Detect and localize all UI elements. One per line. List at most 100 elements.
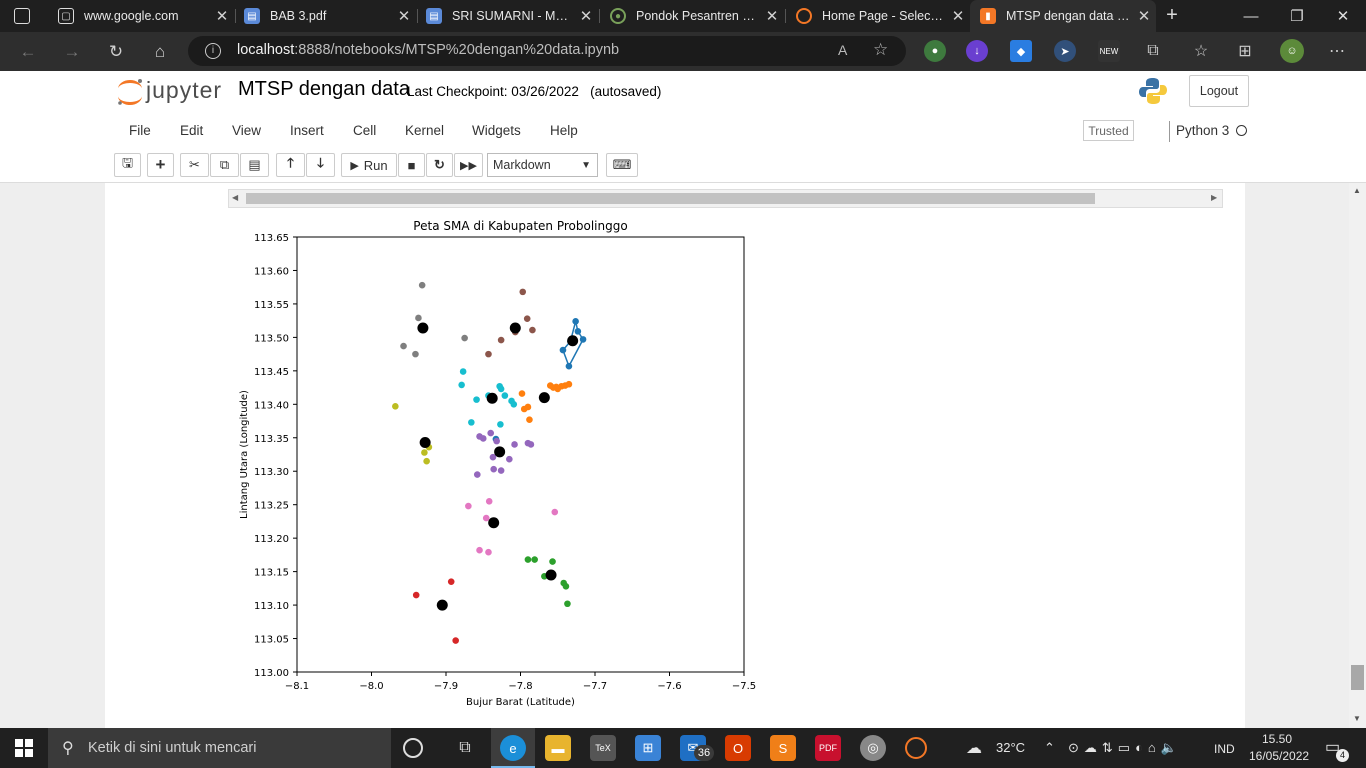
menu-edit[interactable]: Edit	[180, 123, 204, 138]
move-up-button[interactable]: 🡑	[276, 153, 305, 177]
tab-home-page[interactable]: Home Page - Select or ✕	[786, 0, 970, 32]
reload-button[interactable]: ↻	[108, 42, 124, 61]
school-point	[418, 281, 426, 289]
tab-pondok-pesantren[interactable]: ● Pondok Pesantren Nur ✕	[600, 0, 784, 32]
menu-file[interactable]: File	[129, 123, 151, 138]
close-tab-icon[interactable]: ✕	[215, 8, 229, 25]
close-tab-icon[interactable]: ✕	[397, 8, 411, 25]
clock-date[interactable]: 16/05/2022	[1249, 749, 1310, 763]
menu-kernel[interactable]: Kernel	[405, 123, 445, 138]
weather-temp[interactable]: 32°C	[996, 740, 1026, 755]
clock-time[interactable]: 15.50	[1262, 732, 1293, 746]
download-icon[interactable]: ↓	[966, 40, 988, 62]
run-button[interactable]: ▶ Run	[341, 153, 397, 177]
menu-cell[interactable]: Cell	[353, 123, 377, 138]
new-tab-button[interactable]: +	[1166, 4, 1178, 26]
address-bar[interactable]	[188, 36, 906, 66]
tab-bab3[interactable]: ▤ BAB 3.pdf ✕	[236, 0, 416, 32]
scroll-up-icon[interactable]: ▲	[1353, 186, 1361, 195]
menu-insert[interactable]: Insert	[290, 123, 324, 138]
menu-help[interactable]: Help	[550, 123, 578, 138]
menu-widgets[interactable]: Widgets	[472, 123, 521, 138]
close-tab-icon[interactable]: ✕	[1137, 8, 1151, 25]
restore-button[interactable]: ❐	[1290, 8, 1304, 25]
jupyter-taskbar-icon[interactable]	[905, 737, 927, 759]
site-info-icon[interactable]: i	[205, 43, 221, 59]
extension-icon[interactable]: ●	[924, 40, 946, 62]
y-tick-label: 113.55	[254, 300, 289, 311]
more-menu-icon[interactable]: ⋯	[1329, 43, 1345, 60]
menu-view[interactable]: View	[232, 123, 262, 138]
back-button[interactable]: ←	[19, 42, 37, 61]
favorite-add-icon[interactable]: ☆	[873, 40, 889, 59]
extensions-icon[interactable]: ⧉	[1147, 42, 1159, 59]
close-tab-icon[interactable]: ✕	[951, 8, 965, 25]
close-tab-icon[interactable]: ✕	[579, 8, 593, 25]
restart-button[interactable]: ↻	[426, 153, 453, 177]
trusted-indicator[interactable]: Trusted	[1083, 120, 1134, 141]
tex-app-icon[interactable]: TeX	[590, 735, 616, 761]
new-extension-icon[interactable]: NEW	[1098, 40, 1120, 62]
move-down-button[interactable]: 🡓	[306, 153, 335, 177]
cut-button[interactable]: ✂	[180, 153, 209, 177]
notebook-name[interactable]: MTSP dengan data	[238, 78, 410, 100]
page-vertical-scrollbar[interactable]	[1349, 183, 1366, 728]
store-icon[interactable]: ⊞	[635, 735, 661, 761]
file-explorer-icon[interactable]: ▬	[545, 735, 571, 761]
scrollbar-thumb[interactable]	[1351, 665, 1364, 690]
copy-button[interactable]: ⧉	[210, 153, 239, 177]
cortana-icon[interactable]	[403, 738, 423, 758]
tab-google[interactable]: ▢ www.google.com ✕	[50, 0, 234, 32]
cursor-extension-icon[interactable]: ➤	[1054, 40, 1076, 62]
collections-icon[interactable]: ⊞	[1238, 43, 1252, 60]
document-icon: ▤	[426, 8, 442, 24]
scroll-left-icon[interactable]: ◀	[232, 193, 239, 202]
restart-run-all-button[interactable]: ▶▶	[454, 153, 483, 177]
favorites-icon[interactable]: ☆	[1193, 43, 1209, 60]
command-palette-button[interactable]: ⌨	[606, 153, 638, 177]
jupyter-logo-icon[interactable]	[114, 76, 146, 108]
tab-sri-sumarni[interactable]: ▤ SRI SUMARNI - MODEL ✕	[418, 0, 598, 32]
close-tab-icon[interactable]: ✕	[765, 8, 779, 25]
interrupt-button[interactable]: ■	[398, 153, 425, 177]
tab-mtsp-active[interactable]: ▮ MTSP dengan data - Ju ✕	[970, 0, 1156, 32]
taskbar-search[interactable]: ⚲ Ketik di sini untuk mencari	[48, 728, 391, 768]
tray-icons[interactable]: ⊙☁⇅▭◐⌂🔈	[1068, 740, 1182, 755]
pdf-app-icon[interactable]: PDF	[815, 735, 841, 761]
save-button[interactable]: 🖫	[114, 153, 141, 177]
read-aloud-icon[interactable]: A	[838, 42, 848, 58]
school-point	[519, 288, 527, 296]
windows-start-icon[interactable]	[15, 739, 33, 757]
kernel-divider	[1169, 121, 1170, 142]
profile-avatar[interactable]: ☺	[1280, 39, 1304, 63]
sublime-icon[interactable]: S	[770, 735, 796, 761]
depot-point	[567, 335, 579, 347]
kernel-name[interactable]: Python 3	[1176, 123, 1230, 138]
scrollbar-thumb[interactable]	[246, 193, 1095, 204]
paste-button[interactable]: ▤	[240, 153, 269, 177]
minimize-button[interactable]: ―	[1243, 7, 1259, 25]
plot-area	[296, 236, 745, 673]
logout-button[interactable]: Logout	[1189, 75, 1249, 107]
jupyter-wordmark[interactable]: jupyter	[146, 77, 223, 103]
close-window-button[interactable]: ✕	[1336, 8, 1350, 25]
scroll-down-icon[interactable]: ▼	[1353, 714, 1361, 723]
weather-icon[interactable]: ☁	[966, 740, 982, 757]
disk-app-icon[interactable]: ◎	[860, 735, 886, 761]
tab-actions-icon[interactable]	[14, 8, 30, 24]
school-point	[392, 403, 399, 410]
forward-button[interactable]: →	[63, 42, 81, 61]
language-indicator[interactable]: IND	[1214, 742, 1235, 756]
y-tick-label: 113.20	[254, 534, 289, 545]
x-tick-label: −8.0	[359, 681, 383, 692]
cell-type-select[interactable]: Markdown ▼	[487, 153, 598, 177]
home-button[interactable]: ⌂	[154, 42, 166, 61]
task-view-icon[interactable]: ⧉	[459, 739, 471, 756]
scroll-right-icon[interactable]: ▶	[1211, 193, 1218, 202]
extension-blue-icon[interactable]: ◆	[1010, 40, 1032, 62]
tab-title: Pondok Pesantren Nur	[636, 9, 760, 23]
office-icon[interactable]: O	[725, 735, 751, 761]
chevron-up-icon[interactable]: ⌃	[1044, 740, 1055, 755]
edge-icon[interactable]: e	[500, 735, 526, 761]
insert-cell-button[interactable]: +	[147, 153, 174, 177]
